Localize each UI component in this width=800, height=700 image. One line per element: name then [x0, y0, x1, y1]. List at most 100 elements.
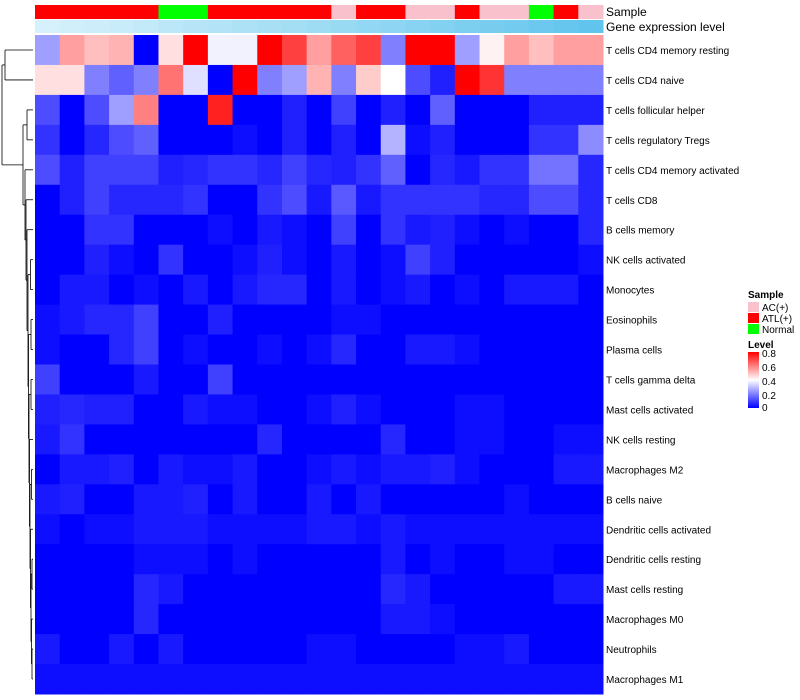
- heatmap-cell-r8-c17: [454, 274, 481, 306]
- heatmap-cell-r6-c2: [84, 214, 110, 246]
- heatmap-cell-r17-c16: [430, 544, 456, 575]
- heatmap-cell-r20-c2: [84, 634, 110, 665]
- heatmap-cell-r14-c0: [35, 454, 61, 485]
- legend-tick-0: 0: [762, 403, 768, 414]
- heatmap-cell-r15-c0: [35, 484, 61, 515]
- heatmap-cell-r15-c16: [430, 484, 456, 515]
- heatmap-cell-r14-c15: [405, 454, 431, 485]
- heatmap-cell-r20-c3: [109, 634, 135, 665]
- expression-annot-cell-13: [356, 20, 382, 33]
- row-label-6: B cells memory: [606, 226, 674, 237]
- heatmap-cell-r21-c14: [380, 664, 406, 695]
- expression-annot-cell-3: [109, 20, 135, 33]
- expression-annot-cell-5: [158, 20, 184, 33]
- heatmap-cell-r14-c21: [553, 454, 579, 485]
- heatmap-cell-r6-c19: [504, 214, 530, 246]
- heatmap-cell-r7-c11: [306, 244, 332, 276]
- heatmap-cell-r2-c18: [479, 94, 505, 126]
- sample-annot-cell-15: [405, 5, 431, 19]
- heatmap-cell-r7-c1: [59, 244, 85, 276]
- heatmap-cell-r0-c2: [84, 35, 110, 66]
- heatmap-cell-r20-c5: [158, 634, 184, 665]
- expression-annot-cell-7: [207, 20, 234, 33]
- heatmap-cell-r12-c18: [479, 394, 505, 425]
- heatmap-cell-r16-c13: [356, 514, 382, 545]
- heatmap-cell-r5-c21: [553, 184, 579, 216]
- heatmap-cell-r15-c6: [183, 484, 209, 515]
- heatmap-cell-r14-c19: [504, 454, 530, 485]
- heatmap-cell-r2-c8: [232, 94, 258, 126]
- sample-annot-cell-9: [257, 5, 283, 19]
- heatmap-cell-r6-c5: [158, 214, 184, 246]
- heatmap-cell-r19-c1: [59, 604, 85, 635]
- track-label-expression: Gene expression level: [606, 20, 725, 34]
- row-label-20: Neutrophils: [606, 645, 657, 656]
- heatmap-cell-r4-c9: [257, 154, 283, 186]
- expression-annot-cell-18: [479, 20, 505, 33]
- expression-annot-cell-1: [59, 20, 85, 33]
- heatmap-cell-r12-c0: [35, 394, 61, 425]
- heatmap-cell-r0-c8: [232, 35, 258, 66]
- heatmap-cell-r0-c16: [430, 35, 456, 66]
- heatmap-cell-r8-c0: [35, 274, 61, 306]
- heatmap-cell-r16-c21: [553, 514, 579, 545]
- heatmap-cell-r8-c20: [528, 274, 555, 306]
- heatmap-cell-r10-c19: [504, 334, 530, 365]
- row-label-8: Monocytes: [606, 286, 654, 297]
- heatmap-cell-r2-c6: [183, 94, 209, 126]
- heatmap-cell-r3-c13: [356, 124, 382, 156]
- heatmap-cell-r18-c5: [158, 574, 184, 605]
- heatmap-cell-r18-c8: [232, 574, 258, 605]
- heatmap-cell-r9-c2: [84, 304, 110, 336]
- heatmap-cell-r5-c10: [281, 184, 308, 216]
- heatmap-cell-r11-c17: [454, 364, 481, 395]
- heatmap-cell-r18-c16: [430, 574, 456, 605]
- heatmap-cell-r19-c7: [207, 604, 234, 635]
- heatmap-cell-r11-c13: [356, 364, 382, 395]
- heatmap-cell-r6-c6: [183, 214, 209, 246]
- heatmap-cell-r4-c3: [109, 154, 135, 186]
- heatmap-cell-r13-c17: [454, 424, 481, 455]
- heatmap-cell-r12-c22: [578, 394, 604, 425]
- heatmap-cell-r14-c12: [331, 454, 357, 485]
- heatmap-cell-r8-c2: [84, 274, 110, 306]
- heatmap-cell-r14-c8: [232, 454, 258, 485]
- heatmap-cell-r3-c7: [207, 124, 234, 156]
- heatmap-cell-r8-c13: [356, 274, 382, 306]
- heatmap-cell-r11-c9: [257, 364, 283, 395]
- heatmap-cell-r7-c5: [158, 244, 184, 276]
- legend-tick-0-4: 0.4: [762, 377, 776, 388]
- heatmap-cell-r13-c10: [281, 424, 308, 455]
- legend-swatch-ac: [748, 302, 759, 312]
- heatmap-cell-r15-c22: [578, 484, 604, 515]
- heatmap-cell-r11-c2: [84, 364, 110, 395]
- heatmap-cell-r8-c12: [331, 274, 357, 306]
- heatmap-cell-r4-c20: [528, 154, 555, 186]
- heatmap-cell-r0-c17: [454, 35, 481, 66]
- heatmap-cell-r18-c11: [306, 574, 332, 605]
- heatmap-cell-r8-c1: [59, 274, 85, 306]
- track-label-sample: Sample: [606, 5, 647, 19]
- heatmap-cell-r21-c11: [306, 664, 332, 695]
- heatmap-cell-r14-c6: [183, 454, 209, 485]
- heatmap-cell-r6-c8: [232, 214, 258, 246]
- heatmap-cell-r9-c21: [553, 304, 579, 336]
- heatmap-cell-r0-c5: [158, 35, 184, 66]
- heatmap-cell-r5-c2: [84, 184, 110, 216]
- heatmap-cell-r9-c16: [430, 304, 456, 336]
- heatmap-cell-r9-c1: [59, 304, 85, 336]
- heatmap-cell-r0-c13: [356, 35, 382, 66]
- heatmap-cell-r1-c13: [356, 64, 382, 96]
- heatmap-cell-r6-c12: [331, 214, 357, 246]
- heatmap-cell-r19-c14: [380, 604, 406, 635]
- heatmap-cell-r7-c21: [553, 244, 579, 276]
- heatmap-cell-r19-c18: [479, 604, 505, 635]
- heatmap-cell-r7-c13: [356, 244, 382, 276]
- row-label-19: Macrophages M0: [606, 615, 684, 626]
- heatmap-cell-r9-c22: [578, 304, 604, 336]
- heatmap-cell-r18-c15: [405, 574, 431, 605]
- heatmap-cell-r12-c2: [84, 394, 110, 425]
- heatmap-cell-r10-c14: [380, 334, 406, 365]
- annotation-track-labels: Sample Gene expression level: [606, 5, 725, 34]
